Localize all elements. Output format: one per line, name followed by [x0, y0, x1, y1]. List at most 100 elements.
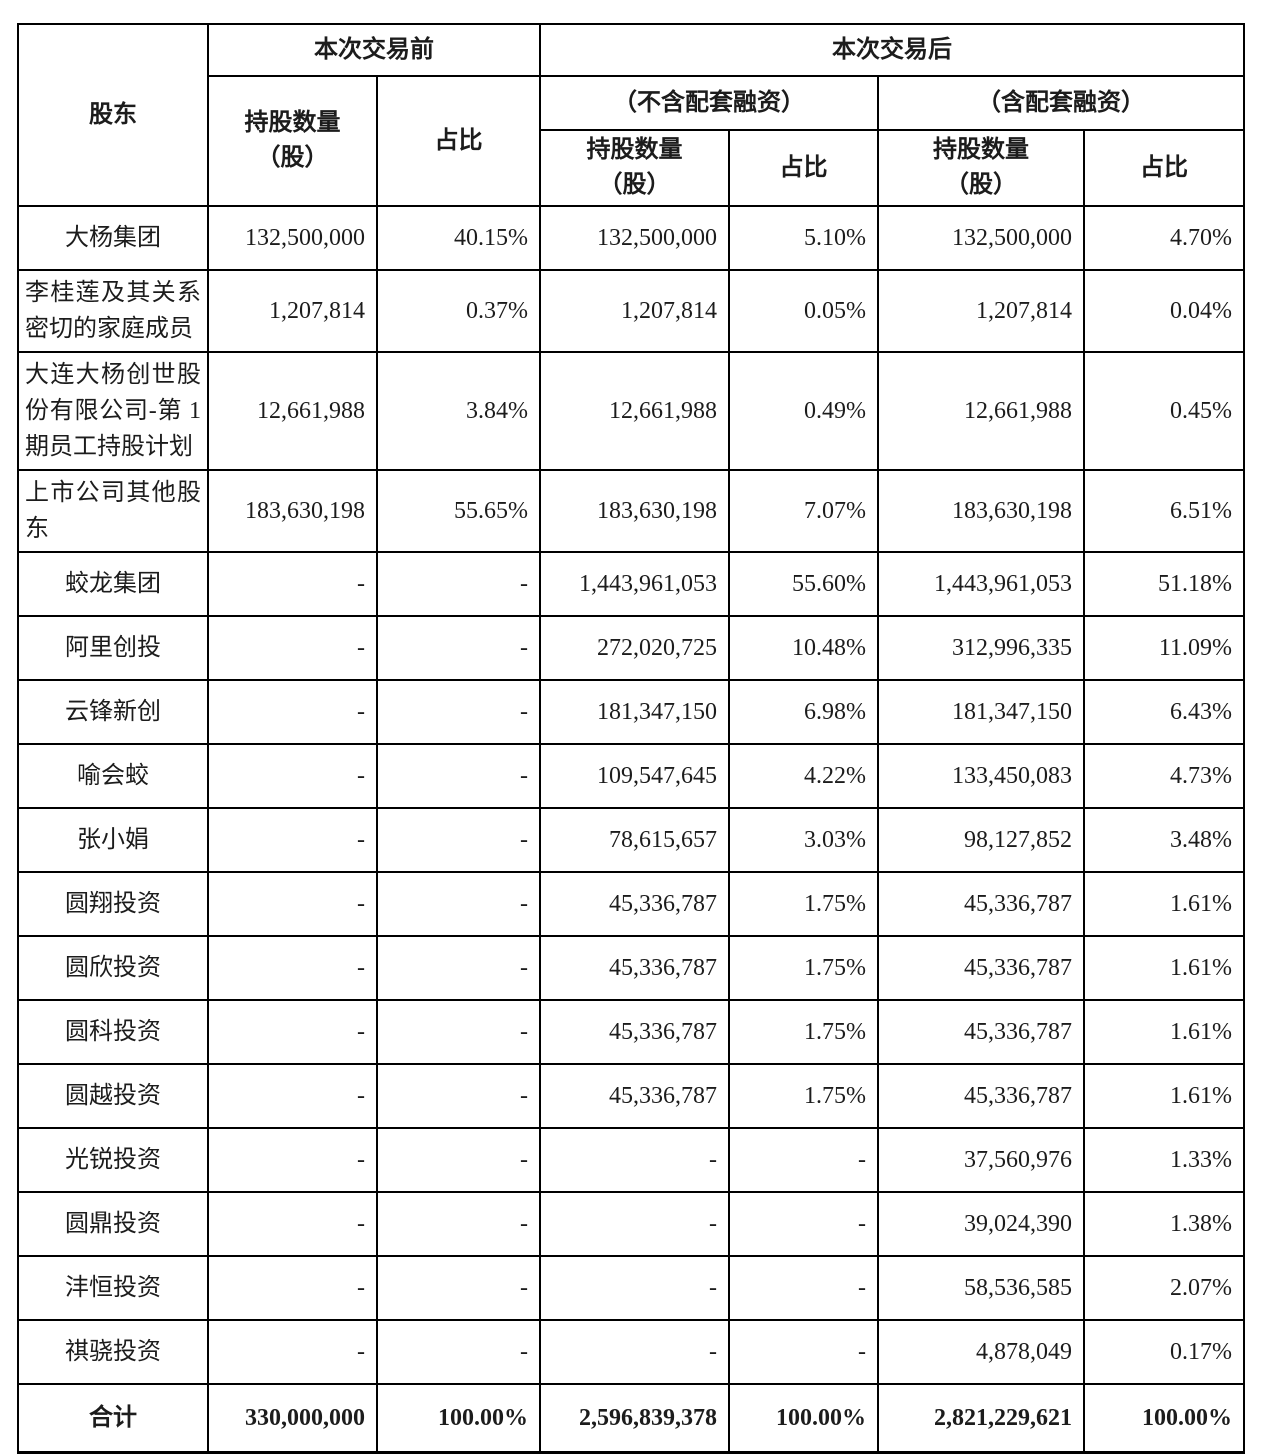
value-cell: 45,336,787	[877, 934, 1085, 1001]
table-row: 沣恒投资 - - - -58,536,585 2.07%	[17, 1254, 1245, 1321]
value-cell: 45,336,787	[539, 1062, 730, 1129]
shareholder-name-cell: 沣恒投资	[17, 1254, 209, 1321]
col-header-after-transaction: 本次交易后	[539, 23, 1245, 77]
value-cell: -	[207, 550, 378, 617]
value-cell: -	[376, 870, 541, 937]
value-cell: -	[539, 1190, 730, 1257]
value-cell: -	[207, 614, 378, 681]
value-cell: -	[207, 870, 378, 937]
value-cell: -	[376, 806, 541, 873]
table-row: 圆鼎投资 - - - -39,024,390 1.38%	[17, 1190, 1245, 1257]
shareholder-name-cell: 圆翔投资	[17, 870, 209, 937]
shareholder-name-cell: 祺骁投资	[17, 1318, 209, 1385]
value-cell: -	[207, 1126, 378, 1193]
value-cell: 1,207,814	[539, 268, 730, 353]
value-cell: 12,661,988	[207, 350, 378, 471]
value-cell: 45,336,787	[877, 1062, 1085, 1129]
value-cell: 100.00%	[376, 1382, 541, 1454]
value-cell: 1.61%	[1083, 1062, 1245, 1129]
shareholder-name-cell: 上市公司其他股东	[17, 468, 209, 553]
value-cell: 45,336,787	[539, 998, 730, 1065]
value-cell: -	[207, 1062, 378, 1129]
value-cell: 6.43%	[1083, 678, 1245, 745]
value-cell: 183,630,198	[207, 468, 378, 553]
col-header-ratio-incl: 占比	[1083, 129, 1245, 207]
value-cell: 4.73%	[1083, 742, 1245, 809]
shareholder-name-cell: 合计	[17, 1382, 209, 1454]
value-cell: 0.05%	[728, 268, 879, 353]
value-cell: 2.07%	[1083, 1254, 1245, 1321]
value-cell: 12,661,988	[539, 350, 730, 471]
value-cell: 78,615,657	[539, 806, 730, 873]
value-cell: 109,547,645	[539, 742, 730, 809]
value-cell: 3.84%	[376, 350, 541, 471]
value-cell: 45,336,787	[877, 998, 1085, 1065]
col-header-shares-excl: 持股数量 （股）	[539, 129, 730, 207]
value-cell: -	[539, 1318, 730, 1385]
table-row: 圆欣投资 - -45,336,787 1.75% 45,336,787 1.61%	[17, 934, 1245, 1001]
value-cell: 4.70%	[1083, 204, 1245, 271]
value-cell: 45,336,787	[877, 870, 1085, 937]
value-cell: 1.33%	[1083, 1126, 1245, 1193]
value-cell: 58,536,585	[877, 1254, 1085, 1321]
value-cell: -	[376, 678, 541, 745]
value-cell: 1.61%	[1083, 934, 1245, 1001]
value-cell: 98,127,852	[877, 806, 1085, 873]
value-cell: -	[207, 934, 378, 1001]
value-cell: 181,347,150	[877, 678, 1085, 745]
col-header-ratio-before: 占比	[376, 75, 541, 207]
col-header-shareholder: 股东	[17, 23, 209, 207]
value-cell: -	[728, 1254, 879, 1321]
value-cell: 45,336,787	[539, 934, 730, 1001]
shareholder-name-cell: 圆科投资	[17, 998, 209, 1065]
value-cell: 1,443,961,053	[539, 550, 730, 617]
shareholding-table: 股东 本次交易前 本次交易后 持股数量 （股） 占比 （不含配套融资） （含配套…	[17, 23, 1245, 1454]
value-cell: -	[376, 998, 541, 1065]
table-row: 大连大杨创世股份有限公司-第 1 期员工持股计划 12,661,988 3.84% 1…	[17, 350, 1245, 471]
value-cell: 11.09%	[1083, 614, 1245, 681]
value-cell: -	[207, 1318, 378, 1385]
value-cell: 0.49%	[728, 350, 879, 471]
shareholder-name-cell: 李桂莲及其关系密切的家庭成员	[17, 268, 209, 353]
value-cell: 183,630,198	[877, 468, 1085, 553]
value-cell: -	[207, 806, 378, 873]
table-row: 大杨集团 132,500,000 40.15% 132,500,000 5.10% 132…	[17, 204, 1245, 271]
table-body: 大杨集团 132,500,000 40.15% 132,500,000 5.10% 132…	[17, 204, 1245, 1454]
value-cell: 51.18%	[1083, 550, 1245, 617]
value-cell: -	[376, 614, 541, 681]
table-row: 祺骁投资 - - - -4,878,049 0.17%	[17, 1318, 1245, 1385]
value-cell: -	[376, 550, 541, 617]
shareholder-name-cell: 圆欣投资	[17, 934, 209, 1001]
shares-label-line2: （股）	[256, 144, 329, 171]
value-cell: 132,500,000	[207, 204, 378, 271]
value-cell: 3.03%	[728, 806, 879, 873]
value-cell: 2,821,229,621	[877, 1382, 1085, 1454]
total-row: 合计 330,000,000 100.00% 2,596,839,378 100.00%…	[17, 1382, 1245, 1454]
shareholder-name-cell: 大杨集团	[17, 204, 209, 271]
col-header-shares-incl: 持股数量 （股）	[877, 129, 1085, 207]
table-row: 李桂莲及其关系密切的家庭成员 1,207,814 0.37% 1,207,814 0.0…	[17, 268, 1245, 353]
table-row: 阿里创投 - -272,020,725 10.48% 312,996,335 11.09%	[17, 614, 1245, 681]
shares-label-line1: 持股数量	[586, 137, 683, 163]
table-row: 张小娟 - -78,615,657 3.03% 98,127,852 3.48%	[17, 806, 1245, 873]
value-cell: 0.37%	[376, 268, 541, 353]
shareholder-name-cell: 张小娟	[17, 806, 209, 873]
value-cell: 1,443,961,053	[877, 550, 1085, 617]
value-cell: 5.10%	[728, 204, 879, 271]
value-cell: 12,661,988	[877, 350, 1085, 471]
value-cell: 1.75%	[728, 934, 879, 1001]
shareholder-name-cell: 云锋新创	[17, 678, 209, 745]
value-cell: 133,450,083	[877, 742, 1085, 809]
value-cell: 0.04%	[1083, 268, 1245, 353]
value-cell: 132,500,000	[877, 204, 1085, 271]
value-cell: 4.22%	[728, 742, 879, 809]
value-cell: -	[207, 1254, 378, 1321]
value-cell: 181,347,150	[539, 678, 730, 745]
shares-label-line2: （股）	[598, 171, 671, 198]
shares-label-line1: 持股数量	[244, 110, 341, 136]
value-cell: -	[207, 998, 378, 1065]
col-header-excl-financing: （不含配套融资）	[539, 75, 879, 131]
value-cell: -	[376, 1254, 541, 1321]
value-cell: -	[376, 934, 541, 1001]
table-row: 云锋新创 - -181,347,150 6.98% 181,347,150 6.43%	[17, 678, 1245, 745]
